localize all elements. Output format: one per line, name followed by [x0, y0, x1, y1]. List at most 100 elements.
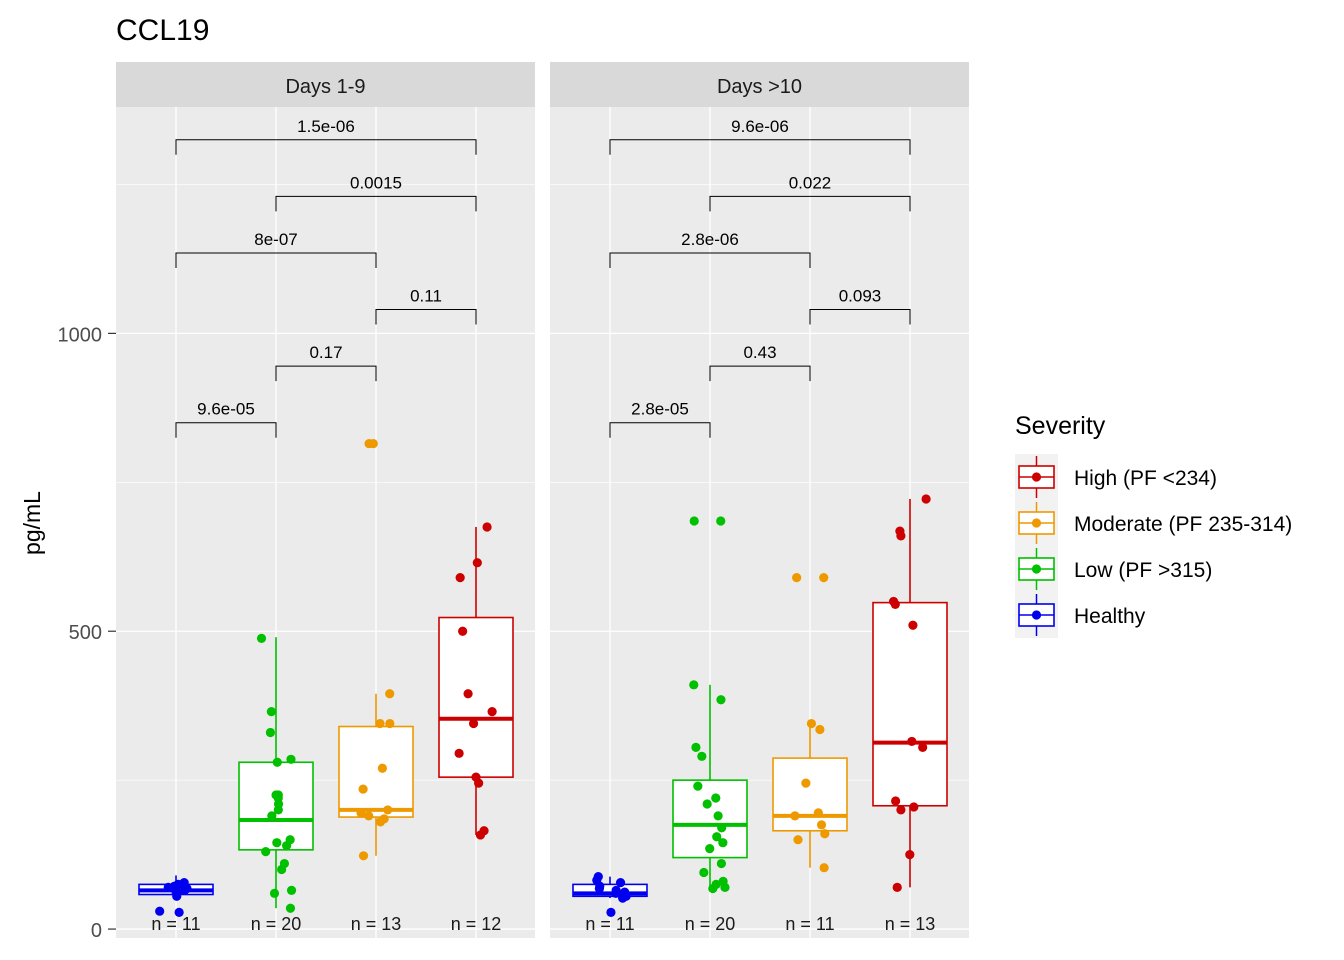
data-point: [155, 906, 165, 916]
n-label: n = 11: [785, 914, 834, 934]
data-point: [689, 516, 699, 526]
strip-header: [116, 62, 535, 107]
data-point: [816, 820, 827, 830]
data-point: [364, 811, 374, 821]
data-point: [482, 522, 492, 532]
data-point: [285, 903, 296, 913]
comparison-bracket: [709, 365, 811, 382]
legend-item: High (PF <234): [1015, 454, 1217, 500]
comparison-bracket: [609, 139, 911, 155]
legend-key-point: [1031, 610, 1042, 620]
group-moderate: n = 13: [338, 438, 414, 934]
group-low: n = 20: [238, 633, 314, 934]
legend-key-point: [1031, 564, 1042, 574]
data-point: [282, 841, 292, 851]
legend-label: High (PF <234): [1074, 467, 1217, 490]
data-point: [375, 718, 385, 729]
data-point: [454, 748, 464, 758]
comparison-bracket: [709, 195, 911, 212]
box: [872, 601, 948, 807]
data-point: [896, 531, 906, 541]
data-point: [272, 838, 282, 848]
comparison-bracket: [175, 252, 377, 268]
data-point: [358, 851, 369, 861]
n-label: n = 13: [351, 914, 402, 934]
box: [438, 616, 514, 778]
group-moderate: n = 11: [772, 573, 848, 934]
data-point: [801, 778, 811, 788]
legend: Severity High (PF <234) Moderate (PF 235-…: [1015, 412, 1292, 638]
panel-2: Days >10 9.6e-06 0.022 2.8e-06 0.093 0.43 2.8e…: [550, 62, 969, 938]
comparison-label: 8e-07: [254, 230, 297, 249]
comparison-bracket: [275, 365, 377, 382]
data-point: [907, 736, 917, 747]
comparison-label: 0.0015: [350, 173, 402, 192]
panel-background: [550, 107, 969, 938]
legend-label: Low (PF >315): [1074, 559, 1212, 582]
data-point: [905, 850, 915, 860]
legend-title: Severity: [1015, 412, 1106, 440]
group-low: n = 20: [672, 516, 748, 934]
data-point: [277, 864, 287, 875]
legend-label: Moderate (PF 235-314): [1074, 513, 1292, 536]
data-point: [364, 438, 374, 449]
panels: Days 1-9 1.5e-06 0.0015 8e-07 0.11 0.17 9.6e-0…: [116, 62, 969, 938]
strip-label: Days 1-9: [285, 76, 365, 98]
n-label: n = 20: [251, 914, 302, 934]
data-point: [272, 757, 282, 767]
data-point: [890, 599, 900, 610]
data-point: [693, 781, 703, 791]
data-point: [918, 742, 928, 752]
data-point: [606, 907, 616, 917]
data-point: [286, 885, 297, 895]
data-point: [179, 885, 190, 895]
y-axis-label: pg/mL: [19, 491, 45, 555]
comparison-bracket: [609, 252, 811, 268]
panel-1: Days 1-9 1.5e-06 0.0015 8e-07 0.11 0.17 9.6e-0…: [116, 62, 535, 938]
data-point: [256, 633, 267, 643]
data-point: [475, 830, 486, 840]
data-point: [271, 790, 281, 800]
y-tick-label-500: 500: [69, 622, 102, 644]
data-point: [793, 835, 803, 845]
group-healthy: n = 11: [572, 872, 648, 934]
data-point: [615, 878, 626, 888]
data-point: [813, 808, 823, 818]
data-point: [174, 907, 184, 917]
data-point: [472, 558, 482, 568]
data-point: [708, 883, 718, 894]
data-point: [892, 882, 902, 892]
data-point: [385, 718, 395, 729]
data-point: [375, 817, 386, 827]
comparison-label: 2.8e-06: [681, 230, 739, 249]
data-point: [611, 888, 621, 898]
data-point: [820, 829, 830, 839]
n-label: n = 13: [885, 914, 936, 934]
box: [572, 883, 648, 898]
n-label: n = 12: [451, 914, 502, 934]
comparison-label: 2.8e-05: [631, 400, 689, 419]
n-label: n = 11: [585, 914, 634, 934]
comparison-label: 0.093: [839, 287, 882, 306]
comparison-label: 0.17: [309, 343, 342, 362]
data-point: [711, 793, 721, 803]
data-point: [697, 751, 707, 761]
data-point: [356, 808, 366, 818]
data-point: [455, 573, 465, 583]
data-point: [909, 802, 919, 812]
data-point: [908, 620, 918, 630]
group-high: n = 12: [438, 522, 514, 934]
data-point: [720, 882, 730, 892]
data-point: [699, 867, 709, 878]
data-point: [594, 883, 604, 894]
data-point: [716, 516, 726, 526]
strip-header: [550, 62, 969, 107]
comparison-bracket: [175, 139, 477, 155]
data-point: [468, 718, 479, 729]
data-point: [702, 799, 712, 809]
comparison-bracket: [275, 195, 477, 212]
comparison-bracket: [175, 422, 277, 438]
data-point: [618, 893, 628, 903]
data-point: [790, 811, 800, 821]
